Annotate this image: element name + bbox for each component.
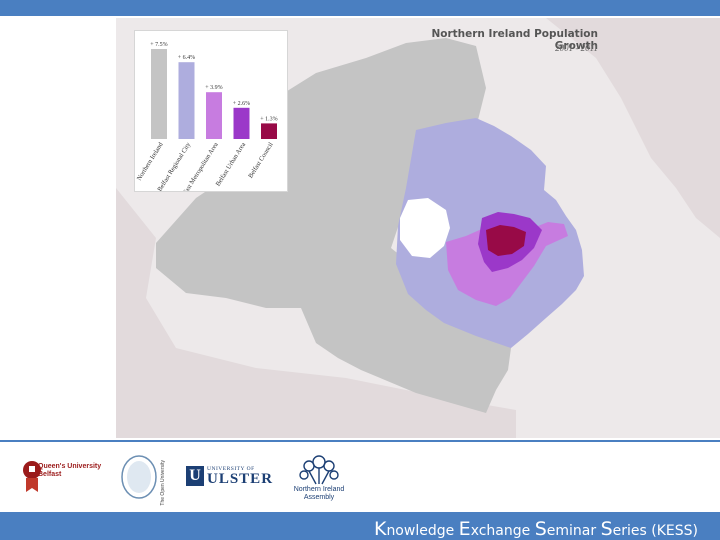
bar-value-label-0: + 7.5% — [150, 42, 167, 48]
nia-logo-line-2: Assembly — [303, 494, 335, 501]
map-frame: Northern Ireland Population Growth 2001 … — [116, 18, 720, 438]
open-university-logo-text: The Open University — [160, 460, 166, 506]
qub-logo-icon — [23, 461, 41, 492]
growth-bar-chart-svg: + 7.5%Northern Ireland+ 6.4%Belfast Regi… — [136, 42, 278, 203]
category-label-3: Belfast Urban Area — [215, 141, 248, 187]
kess-series-title: Knowledge Exchange Seminar Series (KESS) — [374, 518, 698, 540]
bar-2 — [206, 92, 222, 139]
top-bar — [0, 0, 720, 16]
ulster-u-icon: U — [186, 466, 204, 486]
bar-3 — [233, 107, 250, 139]
map-subtitle: 2001 - 2011 — [555, 43, 598, 53]
bar-value-label-4: + 1.3% — [260, 116, 277, 122]
kess-word-series: eries — [612, 523, 652, 539]
footer-bar: Knowledge Exchange Seminar Series (KESS) — [0, 512, 720, 540]
category-label-4: Belfast Council — [247, 141, 275, 179]
qub-logo-line-2: Belfast — [38, 471, 62, 478]
map-svg — [116, 18, 720, 438]
bar-0 — [151, 49, 167, 139]
bar-4 — [261, 123, 277, 139]
kess-cap-e: E — [458, 518, 471, 540]
category-label-0: Northern Ireland — [136, 141, 165, 182]
ulster-logo-big-text: ULSTER — [207, 471, 274, 487]
qub-logo-line-1: Queen's University — [38, 463, 102, 470]
scotland-land — [546, 18, 720, 238]
nia-logo-line-1: Northern Ireland — [293, 486, 345, 493]
kess-cap-s1: S — [534, 518, 547, 540]
lough-neagh — [400, 198, 450, 258]
kess-cap-k: K — [373, 518, 387, 540]
bar-value-label-2: + 3.9% — [205, 85, 222, 91]
kess-cap-s2: S — [600, 518, 613, 540]
footer-divider — [0, 440, 720, 442]
ulster-logo-small-text: UNIVERSITY OF — [207, 466, 255, 472]
belfast-council-area — [486, 225, 526, 256]
kess-word-seminar: eminar — [546, 523, 601, 539]
bar-value-label-3: + 2.6% — [233, 101, 250, 107]
qub-logo-text: Queen's University Belfast — [38, 463, 101, 479]
map-title: Northern Ireland Population Growth — [431, 28, 598, 52]
ulster-logo: U UNIVERSITY OF ULSTER — [186, 466, 276, 487]
republic-land — [116, 188, 516, 438]
kess-acronym: (KESS) — [651, 523, 698, 539]
bar-value-label-1: + 6.4% — [178, 55, 195, 61]
growth-bar-chart: + 7.5% Northern Ireland + 6.4% Belfast Regi… — [134, 30, 288, 203]
nia-flax-emblem-icon — [299, 455, 339, 485]
open-university-logo-icon — [121, 455, 157, 499]
kess-word-knowledge: nowledge — [386, 523, 459, 539]
bar-1 — [178, 62, 195, 140]
nia-logo-text: Northern Ireland Assembly — [286, 486, 352, 502]
kess-word-exchange: xchange — [470, 523, 535, 539]
